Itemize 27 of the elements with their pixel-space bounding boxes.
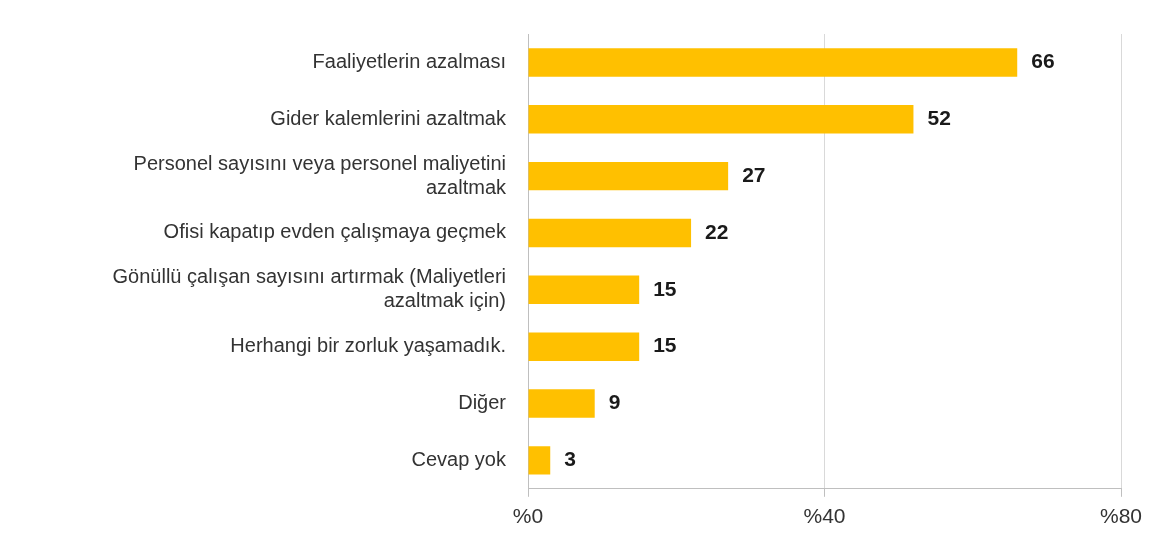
bar <box>528 161 729 191</box>
y-tick-label: Faaliyetlerin azalması <box>312 49 506 72</box>
x-tick-label: %0 <box>512 504 544 528</box>
data-label: 22 <box>705 219 729 243</box>
x-tick-label: %40 <box>803 504 846 528</box>
data-label: 9 <box>608 390 621 414</box>
data-label: 15 <box>653 333 677 357</box>
y-tick-label: Gönüllü çalışan sayısını artırmak (Maliyetleri azaltmak için) <box>112 265 506 312</box>
y-tick-label: Ofisi kapatıp evden çalışmaya geçmek <box>163 220 507 243</box>
data-label: 52 <box>927 106 951 130</box>
bar <box>528 275 640 305</box>
y-tick-label: Personel sayısını veya personel maliyetini azaltmak <box>133 151 507 198</box>
y-tick-label: Herhangi bir zorluk yaşamadık. <box>230 334 506 357</box>
y-tick-label: Diğer <box>458 391 507 414</box>
bar <box>528 105 914 134</box>
y-tick-label: Gider kalemlerini azaltmak <box>270 106 507 129</box>
data-label: 27 <box>742 162 766 186</box>
bar <box>528 332 640 361</box>
data-label: 66 <box>1031 49 1055 73</box>
data-label: 15 <box>653 276 677 300</box>
bar <box>528 389 595 418</box>
data-label: 3 <box>564 447 576 471</box>
bar <box>528 48 1018 77</box>
bar <box>528 446 551 475</box>
x-tick-label: %80 <box>1099 504 1143 528</box>
y-tick-label: Cevap yok <box>411 447 507 470</box>
bar <box>528 218 692 248</box>
